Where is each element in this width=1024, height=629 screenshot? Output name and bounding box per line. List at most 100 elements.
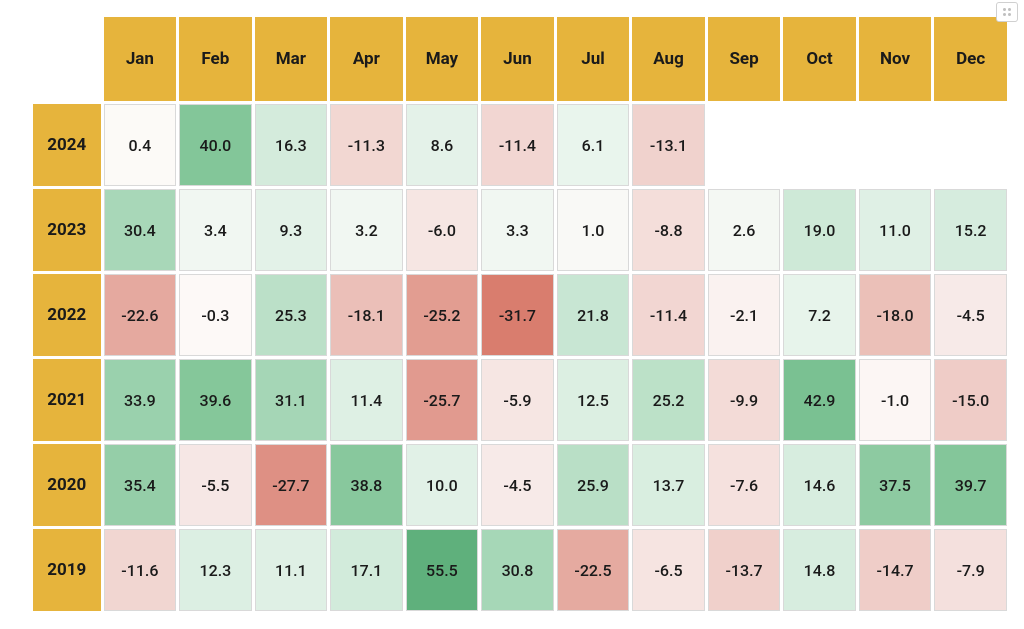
heatmap-cell: 11.4 <box>330 359 403 441</box>
heatmap-cell: 40.0 <box>179 104 251 186</box>
heatmap-cell: 37.5 <box>859 444 932 526</box>
heatmap-cell: 11.0 <box>859 189 932 271</box>
year-head: 2023 <box>33 189 101 271</box>
month-head: Oct <box>783 17 855 101</box>
heatmap-cell: 17.1 <box>330 529 403 611</box>
heatmap-cell: -5.9 <box>481 359 554 441</box>
heatmap-cell: -18.1 <box>330 274 403 356</box>
month-head: Feb <box>179 17 251 101</box>
heatmap-cell: -14.7 <box>859 529 932 611</box>
heatmap-cell: 19.0 <box>783 189 855 271</box>
heatmap-container: Jan Feb Mar Apr May Jun Jul Aug Sep Oct … <box>0 0 1024 628</box>
heatmap-cell: 39.7 <box>934 444 1007 526</box>
year-head: 2024 <box>33 104 101 186</box>
heatmap-cell: 25.2 <box>632 359 705 441</box>
heatmap-cell: -15.0 <box>934 359 1007 441</box>
heatmap-cell: -18.0 <box>859 274 932 356</box>
heatmap-cell: 2.6 <box>708 189 781 271</box>
heatmap-cell: -9.9 <box>708 359 781 441</box>
heatmap-cell: -11.4 <box>481 104 554 186</box>
year-head: 2020 <box>33 444 101 526</box>
heatmap-cell: -22.5 <box>557 529 630 611</box>
heatmap-cell: 38.8 <box>330 444 403 526</box>
heatmap-cell: 0.4 <box>104 104 177 186</box>
heatmap-cell: -31.7 <box>481 274 554 356</box>
month-head: Mar <box>255 17 328 101</box>
table-row: 202035.4-5.5-27.738.810.0-4.525.913.7-7.… <box>33 444 1007 526</box>
heatmap-cell: -2.1 <box>708 274 781 356</box>
heatmap-cell: 15.2 <box>934 189 1007 271</box>
heatmap-cell: -8.8 <box>632 189 705 271</box>
heatmap-cell: 55.5 <box>406 529 479 611</box>
heatmap-cell: 30.8 <box>481 529 554 611</box>
heatmap-cell: -11.6 <box>104 529 177 611</box>
heatmap-cell: 33.9 <box>104 359 177 441</box>
table-row: 202330.43.49.33.2-6.03.31.0-8.82.619.011… <box>33 189 1007 271</box>
heatmap-cell: 11.1 <box>255 529 328 611</box>
heatmap-cell <box>859 104 932 186</box>
heatmap-cell: -13.7 <box>708 529 781 611</box>
heatmap-cell: 14.8 <box>783 529 855 611</box>
heatmap-cell: -6.0 <box>406 189 479 271</box>
month-head: Jun <box>481 17 554 101</box>
heatmap-cell: 12.5 <box>557 359 630 441</box>
heatmap-cell: -0.3 <box>179 274 251 356</box>
heatmap-cell: 16.3 <box>255 104 328 186</box>
month-header-row: Jan Feb Mar Apr May Jun Jul Aug Sep Oct … <box>33 17 1007 101</box>
heatmap-cell: -22.6 <box>104 274 177 356</box>
heatmap-cell: 35.4 <box>104 444 177 526</box>
heatmap-cell: 39.6 <box>179 359 251 441</box>
heatmap-cell: 14.6 <box>783 444 855 526</box>
heatmap-cell: 6.1 <box>557 104 630 186</box>
month-head: Sep <box>708 17 781 101</box>
monthly-heatmap-table: Jan Feb Mar Apr May Jun Jul Aug Sep Oct … <box>30 14 1010 614</box>
heatmap-cell: 21.8 <box>557 274 630 356</box>
heatmap-cell: 13.7 <box>632 444 705 526</box>
heatmap-cell: 25.9 <box>557 444 630 526</box>
table-row: 2019-11.612.311.117.155.530.8-22.5-6.5-1… <box>33 529 1007 611</box>
heatmap-cell: 31.1 <box>255 359 328 441</box>
heatmap-cell: -7.6 <box>708 444 781 526</box>
heatmap-cell: -25.7 <box>406 359 479 441</box>
heatmap-cell: 7.2 <box>783 274 855 356</box>
table-row: 202133.939.631.111.4-25.7-5.912.525.2-9.… <box>33 359 1007 441</box>
month-head: Jan <box>104 17 177 101</box>
heatmap-cell: -7.9 <box>934 529 1007 611</box>
heatmap-cell: -25.2 <box>406 274 479 356</box>
heatmap-cell: 9.3 <box>255 189 328 271</box>
heatmap-cell <box>934 104 1007 186</box>
heatmap-cell: 42.9 <box>783 359 855 441</box>
heatmap-cell: 1.0 <box>557 189 630 271</box>
table-row: 2022-22.6-0.325.3-18.1-25.2-31.721.8-11.… <box>33 274 1007 356</box>
table-row: 20240.440.016.3-11.38.6-11.46.1-13.1 <box>33 104 1007 186</box>
corner-cell <box>33 17 101 101</box>
heatmap-cell <box>708 104 781 186</box>
heatmap-cell <box>783 104 855 186</box>
heatmap-cell: -4.5 <box>481 444 554 526</box>
month-head: May <box>406 17 479 101</box>
year-head: 2019 <box>33 529 101 611</box>
heatmap-cell: 25.3 <box>255 274 328 356</box>
month-head: Apr <box>330 17 403 101</box>
heatmap-cell: 12.3 <box>179 529 251 611</box>
heatmap-cell: -27.7 <box>255 444 328 526</box>
month-head: Nov <box>859 17 932 101</box>
heatmap-cell: -1.0 <box>859 359 932 441</box>
heatmap-cell: -11.3 <box>330 104 403 186</box>
heatmap-cell: 10.0 <box>406 444 479 526</box>
heatmap-cell: -4.5 <box>934 274 1007 356</box>
month-head: Dec <box>934 17 1007 101</box>
heatmap-cell: -11.4 <box>632 274 705 356</box>
heatmap-cell: -13.1 <box>632 104 705 186</box>
heatmap-cell: 30.4 <box>104 189 177 271</box>
year-head: 2021 <box>33 359 101 441</box>
heatmap-cell: 8.6 <box>406 104 479 186</box>
heatmap-cell: 3.4 <box>179 189 251 271</box>
heatmap-cell: -6.5 <box>632 529 705 611</box>
heatmap-cell: -5.5 <box>179 444 251 526</box>
drag-handle-icon[interactable] <box>996 2 1018 22</box>
heatmap-cell: 3.2 <box>330 189 403 271</box>
month-head: Aug <box>632 17 705 101</box>
month-head: Jul <box>557 17 630 101</box>
year-head: 2022 <box>33 274 101 356</box>
